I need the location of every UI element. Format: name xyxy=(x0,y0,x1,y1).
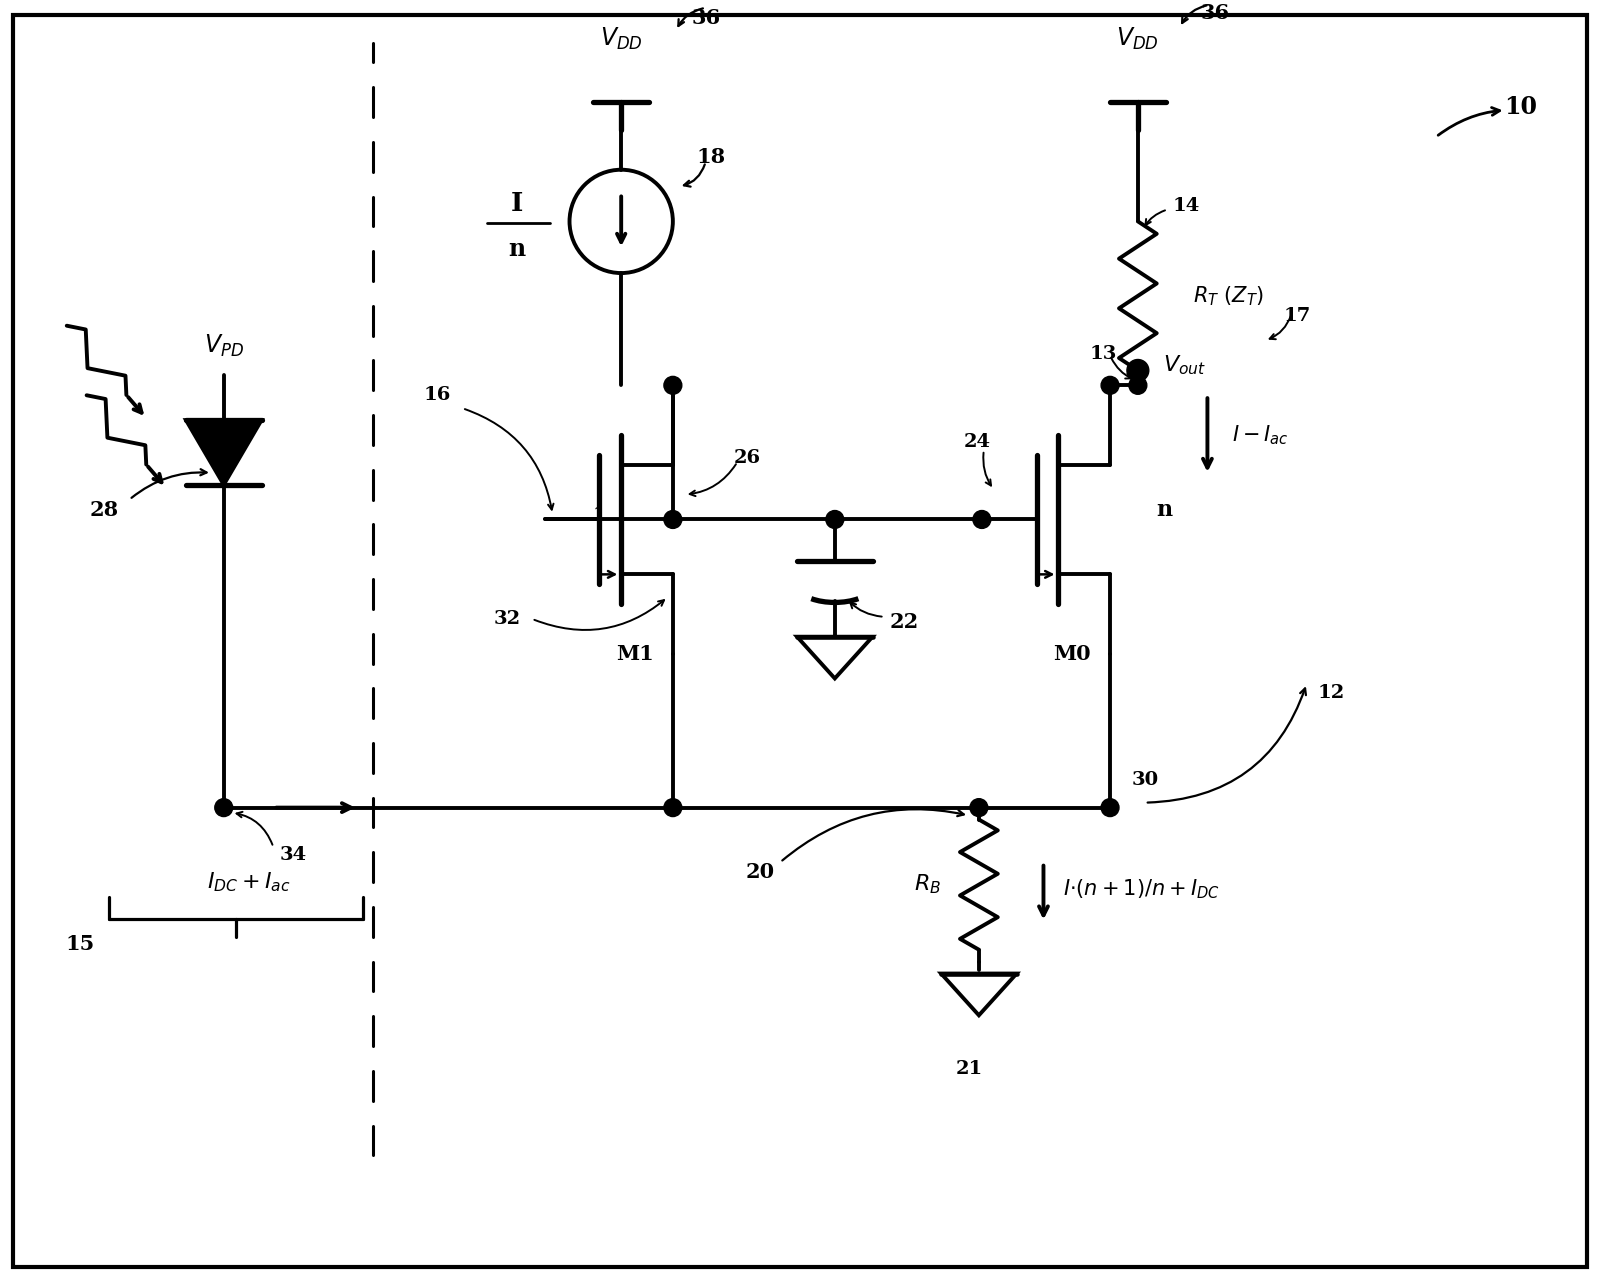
Text: 12: 12 xyxy=(1318,684,1345,702)
Text: 21: 21 xyxy=(955,1060,982,1078)
Text: M1: M1 xyxy=(616,643,653,664)
Text: M0: M0 xyxy=(1053,643,1090,664)
Circle shape xyxy=(1102,376,1119,394)
Circle shape xyxy=(665,799,682,817)
Text: 30: 30 xyxy=(1131,771,1158,789)
Text: 24: 24 xyxy=(963,433,990,450)
Text: n: n xyxy=(1157,499,1173,521)
Text: 26: 26 xyxy=(734,449,761,467)
Text: n: n xyxy=(508,237,526,262)
Polygon shape xyxy=(185,420,261,485)
Text: $V_{DD}$: $V_{DD}$ xyxy=(600,27,642,52)
Text: 18: 18 xyxy=(697,147,726,167)
Circle shape xyxy=(665,510,682,528)
Text: 17: 17 xyxy=(1284,306,1310,325)
Text: I: I xyxy=(511,191,523,216)
Text: 32: 32 xyxy=(494,610,521,628)
Text: $R_B$: $R_B$ xyxy=(913,873,940,897)
Text: 15: 15 xyxy=(65,934,94,953)
Text: $V_{PD}$: $V_{PD}$ xyxy=(203,333,244,359)
Text: 22: 22 xyxy=(889,611,919,632)
Text: 14: 14 xyxy=(1173,198,1200,216)
Text: $I_{DC} + I_{ac}$: $I_{DC} + I_{ac}$ xyxy=(206,870,290,894)
Text: 34: 34 xyxy=(279,846,306,864)
Text: 20: 20 xyxy=(745,863,774,882)
Text: 16: 16 xyxy=(424,387,452,404)
Text: 28: 28 xyxy=(90,499,119,519)
Text: $I{\cdot}(n+1)/n + I_{DC}$: $I{\cdot}(n+1)/n + I_{DC}$ xyxy=(1063,878,1219,901)
Text: 36: 36 xyxy=(1200,3,1231,23)
Text: $V_{DD}$: $V_{DD}$ xyxy=(1116,27,1160,52)
Circle shape xyxy=(826,510,844,528)
Circle shape xyxy=(1102,799,1119,817)
Circle shape xyxy=(1127,360,1148,382)
Text: 36: 36 xyxy=(690,8,721,28)
Circle shape xyxy=(1129,376,1147,394)
Circle shape xyxy=(665,376,682,394)
Text: $V_{out}$: $V_{out}$ xyxy=(1163,353,1207,378)
Text: 10: 10 xyxy=(1503,96,1537,119)
Text: $I - I_{ac}$: $I - I_{ac}$ xyxy=(1232,424,1289,447)
Text: 13: 13 xyxy=(1089,345,1116,362)
Circle shape xyxy=(973,510,990,528)
Text: 1: 1 xyxy=(592,505,606,523)
Circle shape xyxy=(969,799,987,817)
Text: $R_T\ (Z_T)$: $R_T\ (Z_T)$ xyxy=(1192,285,1263,308)
Circle shape xyxy=(215,799,232,817)
